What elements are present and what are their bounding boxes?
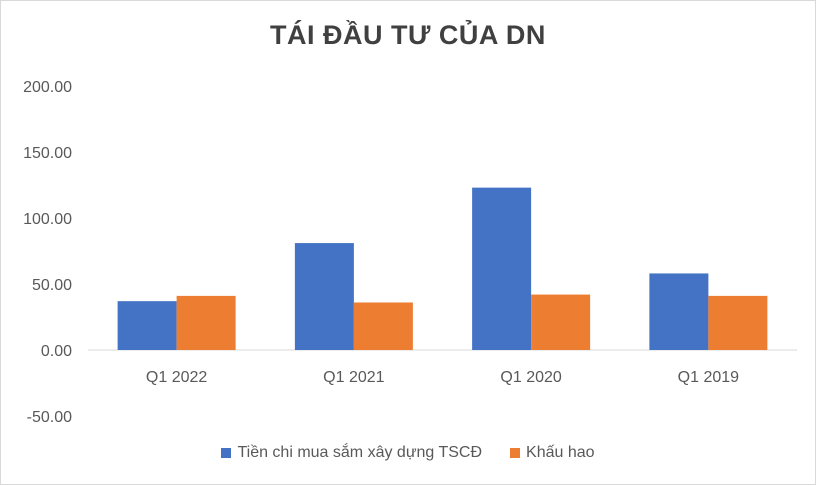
y-tick-label: 0.00 — [41, 343, 72, 360]
legend-label-depreciation: Khấu hao — [526, 444, 595, 461]
legend-item-depreciation: Khấu hao — [510, 444, 595, 462]
bar-capex — [472, 187, 532, 350]
bar-capex — [117, 301, 177, 350]
bar-depreciation — [353, 302, 413, 350]
legend: Tiền chi mua sắm xây dựng TSCĐ Khấu hao — [0, 444, 816, 462]
bar-capex — [649, 273, 709, 350]
x-tick-label: Q1 2019 — [678, 369, 739, 386]
y-tick-label: 50.00 — [32, 277, 72, 294]
legend-label-capex: Tiền chi mua sắm xây dựng TSCĐ — [237, 444, 483, 461]
legend-swatch-depreciation — [510, 448, 521, 458]
bar-depreciation — [531, 294, 591, 350]
bar-capex — [294, 243, 354, 350]
y-tick-label: 100.00 — [23, 211, 72, 228]
y-tick-label: -50.00 — [27, 409, 72, 426]
chart-title: TÁI ĐẦU TƯ CỦA DN — [270, 20, 546, 50]
x-tick-label: Q1 2022 — [146, 369, 207, 386]
legend-swatch-capex — [221, 448, 232, 458]
bar-depreciation — [708, 295, 768, 350]
x-tick-label: Q1 2021 — [323, 369, 384, 386]
y-tick-label: 150.00 — [23, 145, 72, 162]
legend-item-capex: Tiền chi mua sắm xây dựng TSCĐ — [221, 444, 482, 462]
x-tick-label: Q1 2020 — [500, 369, 561, 386]
y-tick-label: 200.00 — [23, 79, 72, 96]
bar-depreciation — [176, 295, 236, 350]
